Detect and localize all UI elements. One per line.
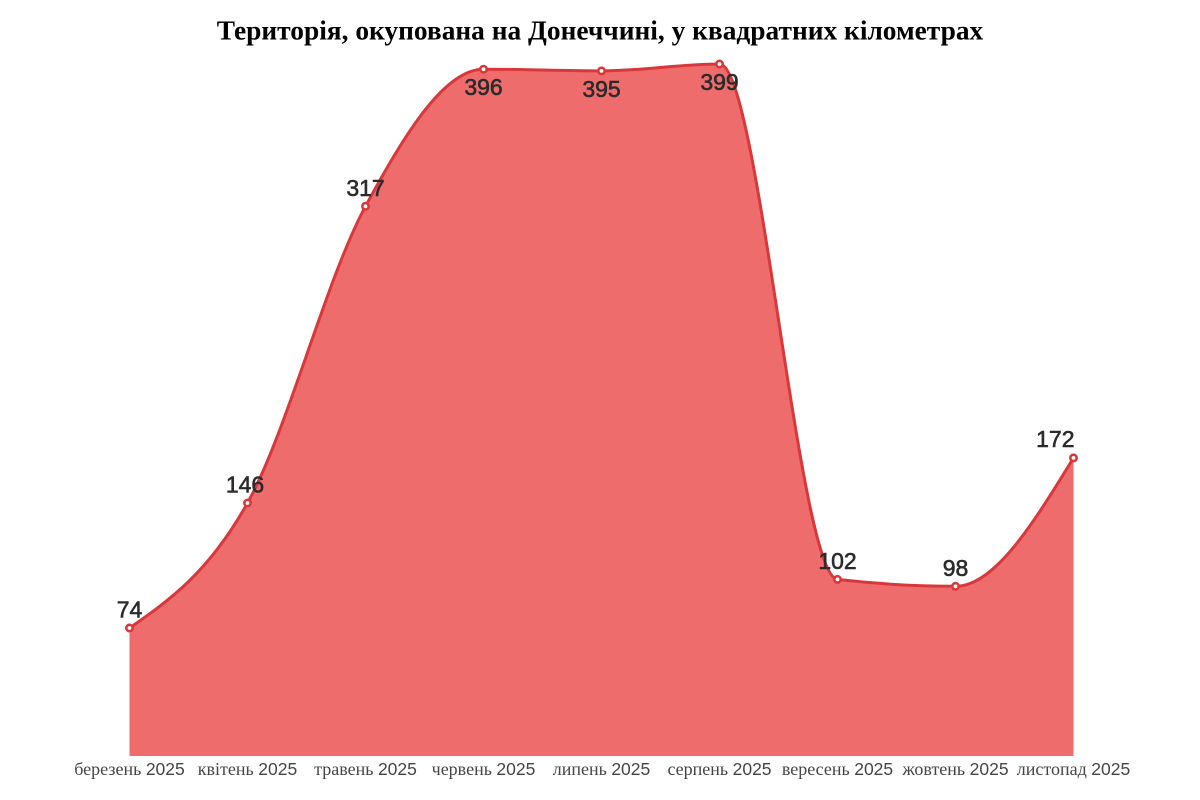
svg-text:жовтень 2025: жовтень 2025 — [901, 759, 1008, 779]
svg-text:листопад 2025: листопад 2025 — [1017, 759, 1130, 779]
svg-text:172: 172 — [1036, 426, 1074, 452]
svg-text:липень 2025: липень 2025 — [553, 759, 651, 779]
svg-text:березень 2025: березень 2025 — [74, 759, 185, 779]
svg-text:74: 74 — [117, 597, 143, 623]
svg-text:червень 2025: червень 2025 — [432, 759, 536, 779]
svg-text:399: 399 — [700, 69, 738, 95]
svg-text:травень 2025: травень 2025 — [314, 759, 417, 779]
svg-text:317: 317 — [346, 175, 384, 201]
svg-text:395: 395 — [582, 76, 620, 102]
svg-text:серпень 2025: серпень 2025 — [667, 759, 771, 779]
svg-text:98: 98 — [943, 555, 969, 581]
svg-text:396: 396 — [464, 74, 502, 100]
svg-text:102: 102 — [818, 548, 856, 574]
svg-text:вересень 2025: вересень 2025 — [782, 759, 893, 779]
svg-text:Територія, окупована на Донечч: Територія, окупована на Донеччині, у ква… — [217, 16, 984, 46]
svg-text:146: 146 — [226, 472, 264, 498]
svg-text:квітень 2025: квітень 2025 — [198, 759, 297, 779]
